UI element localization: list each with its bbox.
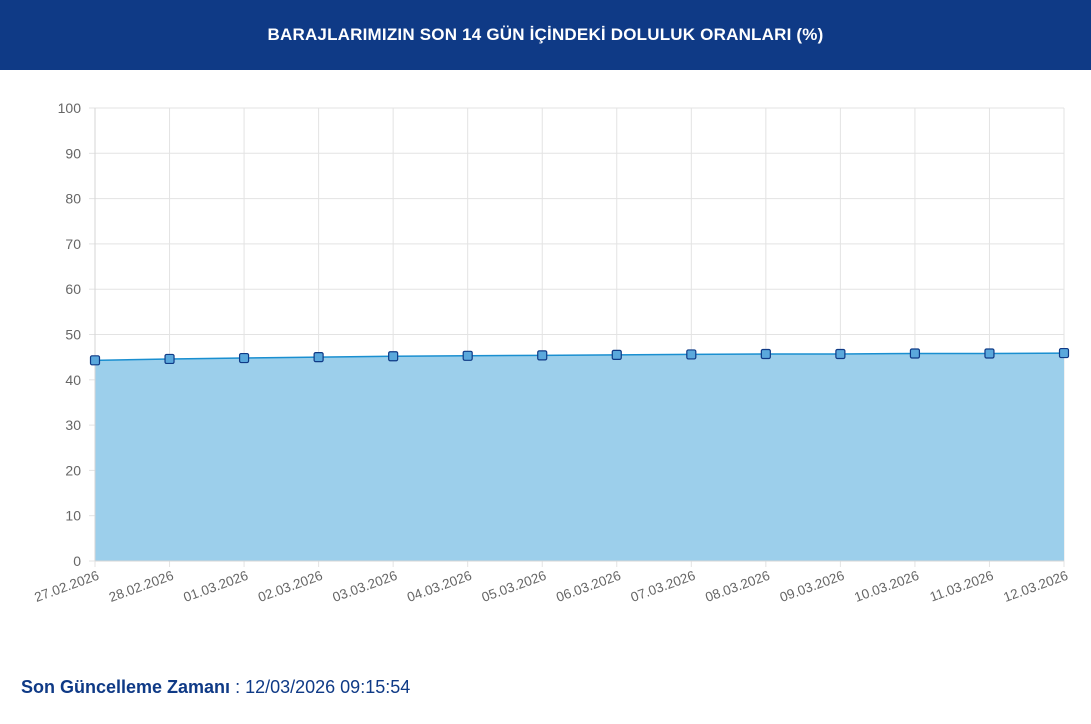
x-tick-label: 10.03.2026 bbox=[852, 568, 921, 605]
data-point[interactable] bbox=[537, 350, 548, 361]
y-tick-label: 90 bbox=[65, 145, 81, 161]
y-tick-label: 30 bbox=[65, 417, 81, 433]
y-tick-label: 40 bbox=[65, 372, 81, 388]
data-points[interactable] bbox=[89, 347, 1070, 366]
x-tick-label: 12.03.2026 bbox=[1001, 568, 1070, 605]
data-point[interactable] bbox=[984, 348, 995, 359]
data-point[interactable] bbox=[686, 349, 697, 360]
y-tick-label: 50 bbox=[65, 327, 81, 343]
y-tick-label: 70 bbox=[65, 236, 81, 252]
x-tick-labels: 27.02.2026 28.02.2026 01.03.2026 02.03.2026… bbox=[32, 568, 1070, 605]
chart-title: BARAJLARIMIZIN SON 14 GÜN İÇİNDEKİ DOLUL… bbox=[267, 25, 824, 44]
data-point[interactable] bbox=[238, 352, 250, 364]
x-tick-label: 04.03.2026 bbox=[405, 568, 474, 605]
x-tick-label: 03.03.2026 bbox=[331, 568, 400, 605]
last-update: Son Güncelleme Zamanı : 12/03/2026 09:15… bbox=[21, 677, 410, 698]
last-update-value: 12/03/2026 09:15:54 bbox=[245, 677, 411, 697]
data-point[interactable] bbox=[313, 352, 324, 363]
x-tick-label: 09.03.2026 bbox=[778, 568, 847, 605]
x-tick-label: 06.03.2026 bbox=[554, 568, 623, 605]
x-tick-label: 02.03.2026 bbox=[256, 568, 325, 605]
data-point[interactable] bbox=[611, 349, 622, 360]
dam-occupancy-chart: 0 10 20 30 40 50 60 70 80 90 100 27.02.2026 28.02.2… bbox=[32, 100, 1070, 605]
data-point[interactable] bbox=[835, 348, 846, 360]
area-fill bbox=[95, 353, 1064, 561]
x-tick-label: 07.03.2026 bbox=[629, 568, 698, 605]
data-point[interactable] bbox=[89, 355, 101, 366]
y-tick-label: 100 bbox=[58, 100, 82, 116]
y-tick-label: 80 bbox=[65, 191, 81, 207]
y-tick-labels: 0 10 20 30 40 50 60 70 80 90 100 bbox=[58, 100, 82, 569]
x-tick-label: 27.02.2026 bbox=[32, 568, 101, 605]
y-tick-label: 20 bbox=[65, 462, 81, 478]
area-series bbox=[94, 352, 1065, 561]
data-point[interactable] bbox=[1058, 347, 1070, 359]
data-point[interactable] bbox=[462, 350, 473, 361]
y-tick-label: 60 bbox=[65, 281, 81, 297]
data-point[interactable] bbox=[388, 351, 399, 362]
last-update-separator: : bbox=[230, 677, 246, 697]
x-tick-label: 11.03.2026 bbox=[928, 568, 996, 605]
y-tick-label: 0 bbox=[73, 553, 81, 569]
series-line bbox=[94, 352, 1065, 362]
chart-header: BARAJLARIMIZIN SON 14 GÜN İÇİNDEKİ DOLUL… bbox=[0, 0, 1091, 70]
x-tick-label: 05.03.2026 bbox=[480, 568, 549, 605]
data-point[interactable] bbox=[164, 353, 175, 365]
last-update-label: Son Güncelleme Zamanı bbox=[21, 677, 231, 697]
y-tick-label: 10 bbox=[65, 508, 81, 524]
x-tick-label: 08.03.2026 bbox=[703, 568, 772, 605]
data-point[interactable] bbox=[760, 348, 771, 360]
x-tick-label: 01.03.2026 bbox=[181, 568, 250, 605]
x-tick-label: 28.02.2026 bbox=[107, 568, 176, 605]
axes bbox=[94, 108, 1064, 562]
data-point[interactable] bbox=[909, 348, 921, 359]
